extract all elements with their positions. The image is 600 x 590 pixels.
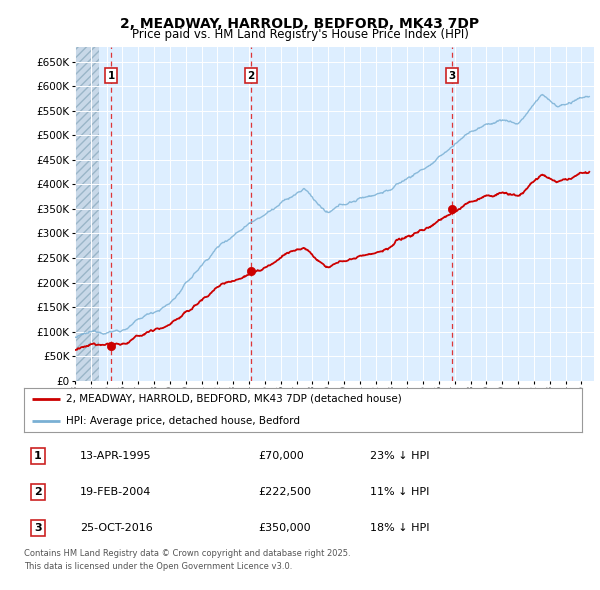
Bar — [75, 47, 99, 381]
Text: 13-APR-1995: 13-APR-1995 — [80, 451, 151, 461]
Text: 23% ↓ HPI: 23% ↓ HPI — [370, 451, 430, 461]
Text: 3: 3 — [34, 523, 42, 533]
Text: 2: 2 — [247, 71, 254, 80]
Text: Price paid vs. HM Land Registry's House Price Index (HPI): Price paid vs. HM Land Registry's House … — [131, 28, 469, 41]
Text: 3: 3 — [448, 71, 455, 80]
Text: 25-OCT-2016: 25-OCT-2016 — [80, 523, 152, 533]
Text: £350,000: £350,000 — [259, 523, 311, 533]
Text: HPI: Average price, detached house, Bedford: HPI: Average price, detached house, Bedf… — [66, 416, 300, 426]
Text: 2, MEADWAY, HARROLD, BEDFORD, MK43 7DP: 2, MEADWAY, HARROLD, BEDFORD, MK43 7DP — [121, 17, 479, 31]
Text: 1: 1 — [107, 71, 115, 80]
Text: 2: 2 — [34, 487, 42, 497]
Text: Contains HM Land Registry data © Crown copyright and database right 2025.: Contains HM Land Registry data © Crown c… — [24, 549, 350, 558]
Text: 2, MEADWAY, HARROLD, BEDFORD, MK43 7DP (detached house): 2, MEADWAY, HARROLD, BEDFORD, MK43 7DP (… — [66, 394, 401, 404]
Text: 1: 1 — [34, 451, 42, 461]
Text: £70,000: £70,000 — [259, 451, 304, 461]
Text: 19-FEB-2004: 19-FEB-2004 — [80, 487, 151, 497]
Text: This data is licensed under the Open Government Licence v3.0.: This data is licensed under the Open Gov… — [24, 562, 292, 571]
Text: 11% ↓ HPI: 11% ↓ HPI — [370, 487, 430, 497]
Text: 18% ↓ HPI: 18% ↓ HPI — [370, 523, 430, 533]
Text: £222,500: £222,500 — [259, 487, 311, 497]
